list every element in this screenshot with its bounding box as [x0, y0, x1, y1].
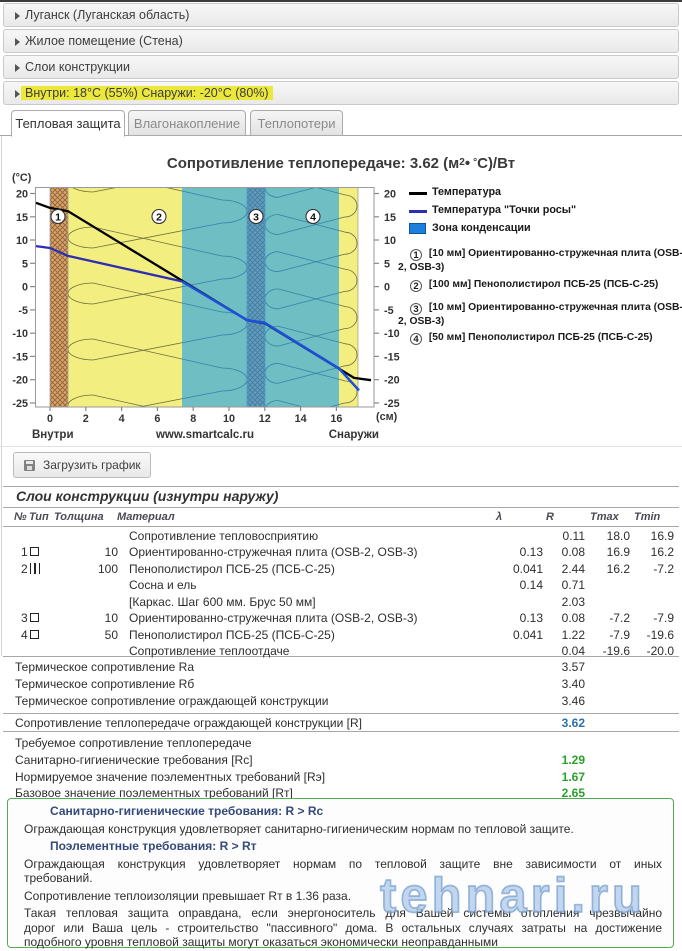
svg-text:5: 5	[384, 258, 390, 270]
svg-text:14: 14	[295, 413, 307, 425]
svg-text:-25: -25	[384, 398, 400, 410]
svg-text:4: 4	[119, 413, 125, 425]
svg-text:10: 10	[16, 235, 28, 247]
svg-text:(°С): (°С)	[12, 172, 32, 184]
svg-text:0: 0	[384, 282, 390, 294]
svg-text:-25: -25	[12, 398, 28, 410]
svg-text:12: 12	[259, 413, 271, 425]
svg-text:-15: -15	[384, 351, 400, 363]
svg-text:5: 5	[22, 258, 28, 270]
svg-text:(см): (см)	[376, 411, 398, 423]
svg-text:16: 16	[330, 413, 342, 425]
svg-text:4: 4	[310, 212, 316, 224]
svg-text:-10: -10	[384, 328, 400, 340]
svg-text:0: 0	[47, 413, 53, 425]
svg-text:8: 8	[190, 413, 196, 425]
svg-text:Снаружи: Снаружи	[329, 429, 379, 441]
svg-text:-10: -10	[12, 328, 28, 340]
svg-text:-5: -5	[18, 305, 28, 317]
svg-text:-20: -20	[384, 375, 400, 387]
svg-text:2: 2	[156, 212, 162, 224]
svg-text:1: 1	[55, 212, 61, 224]
svg-text:20: 20	[384, 189, 396, 201]
svg-text:www.smartcalc.ru: www.smartcalc.ru	[155, 429, 254, 441]
svg-text:15: 15	[384, 212, 396, 224]
svg-text:10: 10	[384, 235, 396, 247]
svg-text:0: 0	[22, 282, 28, 294]
svg-text:15: 15	[16, 212, 28, 224]
svg-text:-5: -5	[384, 305, 394, 317]
svg-text:3: 3	[253, 212, 259, 224]
svg-text:20: 20	[16, 189, 28, 201]
svg-text:Внутри: Внутри	[32, 429, 74, 441]
svg-text:-20: -20	[12, 375, 28, 387]
svg-text:-15: -15	[12, 351, 28, 363]
svg-text:10: 10	[223, 413, 235, 425]
svg-text:6: 6	[154, 413, 160, 425]
svg-text:2: 2	[83, 413, 89, 425]
